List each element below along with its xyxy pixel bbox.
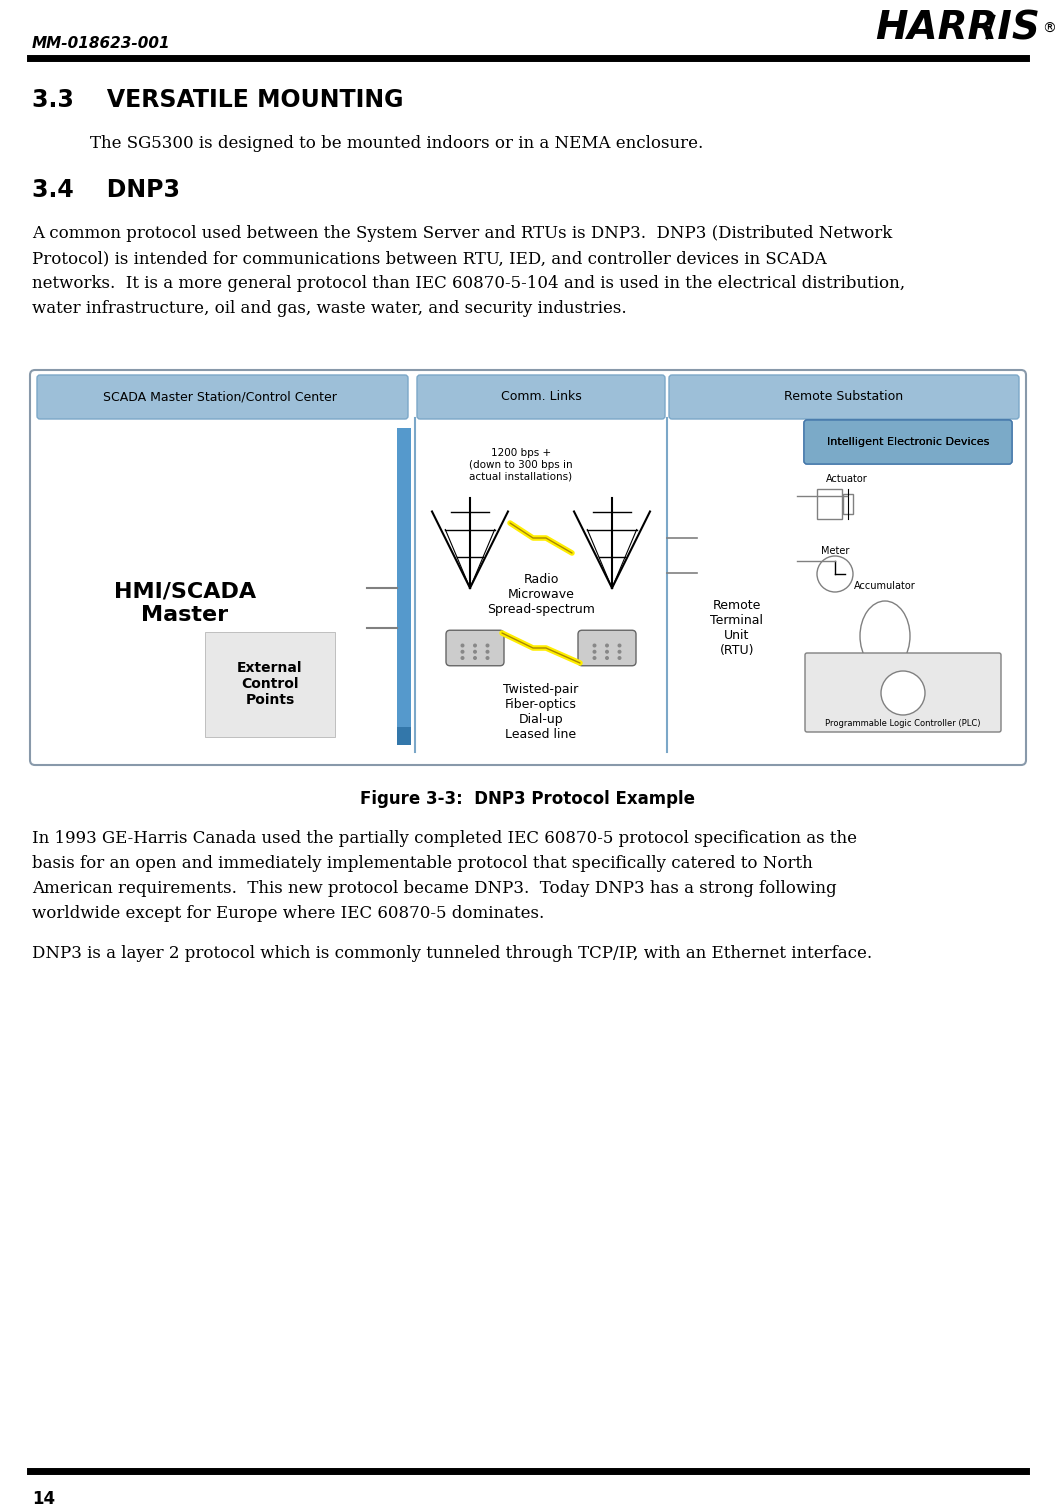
Text: water infrastructure, oil and gas, waste water, and security industries.: water infrastructure, oil and gas, waste… xyxy=(32,301,626,317)
Text: basis for an open and immediately implementable protocol that specifically cater: basis for an open and immediately implem… xyxy=(32,855,813,872)
Circle shape xyxy=(486,656,490,660)
Bar xyxy=(397,428,411,742)
Circle shape xyxy=(460,656,465,660)
Circle shape xyxy=(592,656,597,660)
Text: External
Control
Points: External Control Points xyxy=(238,660,303,707)
Text: Protocol) is intended for communications between RTU, IED, and controller device: Protocol) is intended for communications… xyxy=(32,249,827,267)
Circle shape xyxy=(592,650,597,654)
Text: Remote
Terminal
Unit
(RTU): Remote Terminal Unit (RTU) xyxy=(711,598,763,657)
Text: Actuator: Actuator xyxy=(826,474,868,484)
Bar xyxy=(843,494,853,514)
Text: HARRIS: HARRIS xyxy=(875,9,1040,47)
Circle shape xyxy=(618,656,622,660)
Text: Programmable Logic Controller (PLC): Programmable Logic Controller (PLC) xyxy=(825,719,981,727)
Circle shape xyxy=(605,650,609,654)
FancyBboxPatch shape xyxy=(30,370,1026,765)
Circle shape xyxy=(881,671,925,715)
Text: Comm. Links: Comm. Links xyxy=(501,390,582,403)
Circle shape xyxy=(592,644,597,648)
FancyBboxPatch shape xyxy=(670,375,1019,419)
FancyBboxPatch shape xyxy=(794,420,1012,748)
FancyBboxPatch shape xyxy=(805,653,1001,731)
FancyBboxPatch shape xyxy=(446,630,504,666)
Text: 3.4    DNP3: 3.4 DNP3 xyxy=(32,178,180,202)
Bar xyxy=(817,490,842,518)
Text: 1200 bps +
(down to 300 bps in
actual installations): 1200 bps + (down to 300 bps in actual in… xyxy=(469,447,572,480)
Text: A common protocol used between the System Server and RTUs is DNP3.  DNP3 (Distri: A common protocol used between the Syste… xyxy=(32,225,892,242)
Text: Meter: Meter xyxy=(821,545,849,556)
FancyBboxPatch shape xyxy=(37,375,408,419)
Circle shape xyxy=(473,650,477,654)
Text: DNP3 is a layer 2 protocol which is commonly tunneled through TCP/IP, with an Et: DNP3 is a layer 2 protocol which is comm… xyxy=(32,944,872,963)
Circle shape xyxy=(460,650,465,654)
Text: Radio
Microwave
Spread-spectrum: Radio Microwave Spread-spectrum xyxy=(487,573,595,616)
Text: SCADA Master Station/Control Center: SCADA Master Station/Control Center xyxy=(103,390,337,403)
Text: Intelligent Electronic Devices: Intelligent Electronic Devices xyxy=(827,437,989,447)
Text: American requirements.  This new protocol became DNP3.  Today DNP3 has a strong : American requirements. This new protocol… xyxy=(32,879,836,898)
Text: ®: ® xyxy=(1042,23,1056,36)
FancyBboxPatch shape xyxy=(417,375,665,419)
Circle shape xyxy=(605,644,609,648)
Circle shape xyxy=(486,644,490,648)
Text: Remote Substation: Remote Substation xyxy=(785,390,904,403)
Text: MM-018623-001: MM-018623-001 xyxy=(32,36,171,51)
Circle shape xyxy=(473,644,477,648)
Bar xyxy=(397,727,411,745)
Ellipse shape xyxy=(860,601,910,671)
Text: HMI/SCADA
Master: HMI/SCADA Master xyxy=(114,582,256,624)
Circle shape xyxy=(605,656,609,660)
Text: networks.  It is a more general protocol than IEC 60870-5-104 and is used in the: networks. It is a more general protocol … xyxy=(32,275,905,292)
Circle shape xyxy=(817,556,853,592)
Circle shape xyxy=(618,650,622,654)
FancyBboxPatch shape xyxy=(578,630,636,666)
Text: 14: 14 xyxy=(32,1490,55,1508)
Circle shape xyxy=(460,644,465,648)
FancyBboxPatch shape xyxy=(804,420,1012,464)
Text: 3.3    VERSATILE MOUNTING: 3.3 VERSATILE MOUNTING xyxy=(32,88,403,112)
Text: The SG5300 is designed to be mounted indoors or in a NEMA enclosure.: The SG5300 is designed to be mounted ind… xyxy=(90,134,703,153)
Text: Twisted-pair
Fiber-optics
Dial-up
Leased line: Twisted-pair Fiber-optics Dial-up Leased… xyxy=(504,683,579,740)
Text: Intelligent Electronic Devices: Intelligent Electronic Devices xyxy=(827,437,989,447)
Circle shape xyxy=(473,656,477,660)
Circle shape xyxy=(618,644,622,648)
Text: Figure 3-3:  DNP3 Protocol Example: Figure 3-3: DNP3 Protocol Example xyxy=(360,790,696,808)
FancyBboxPatch shape xyxy=(804,420,1012,464)
Text: In 1993 GE-Harris Canada used the partially completed IEC 60870-5 protocol speci: In 1993 GE-Harris Canada used the partia… xyxy=(32,830,857,848)
FancyBboxPatch shape xyxy=(205,632,335,737)
Text: Accumulator: Accumulator xyxy=(854,582,916,591)
Text: worldwide except for Europe where IEC 60870-5 dominates.: worldwide except for Europe where IEC 60… xyxy=(32,905,544,922)
Circle shape xyxy=(486,650,490,654)
